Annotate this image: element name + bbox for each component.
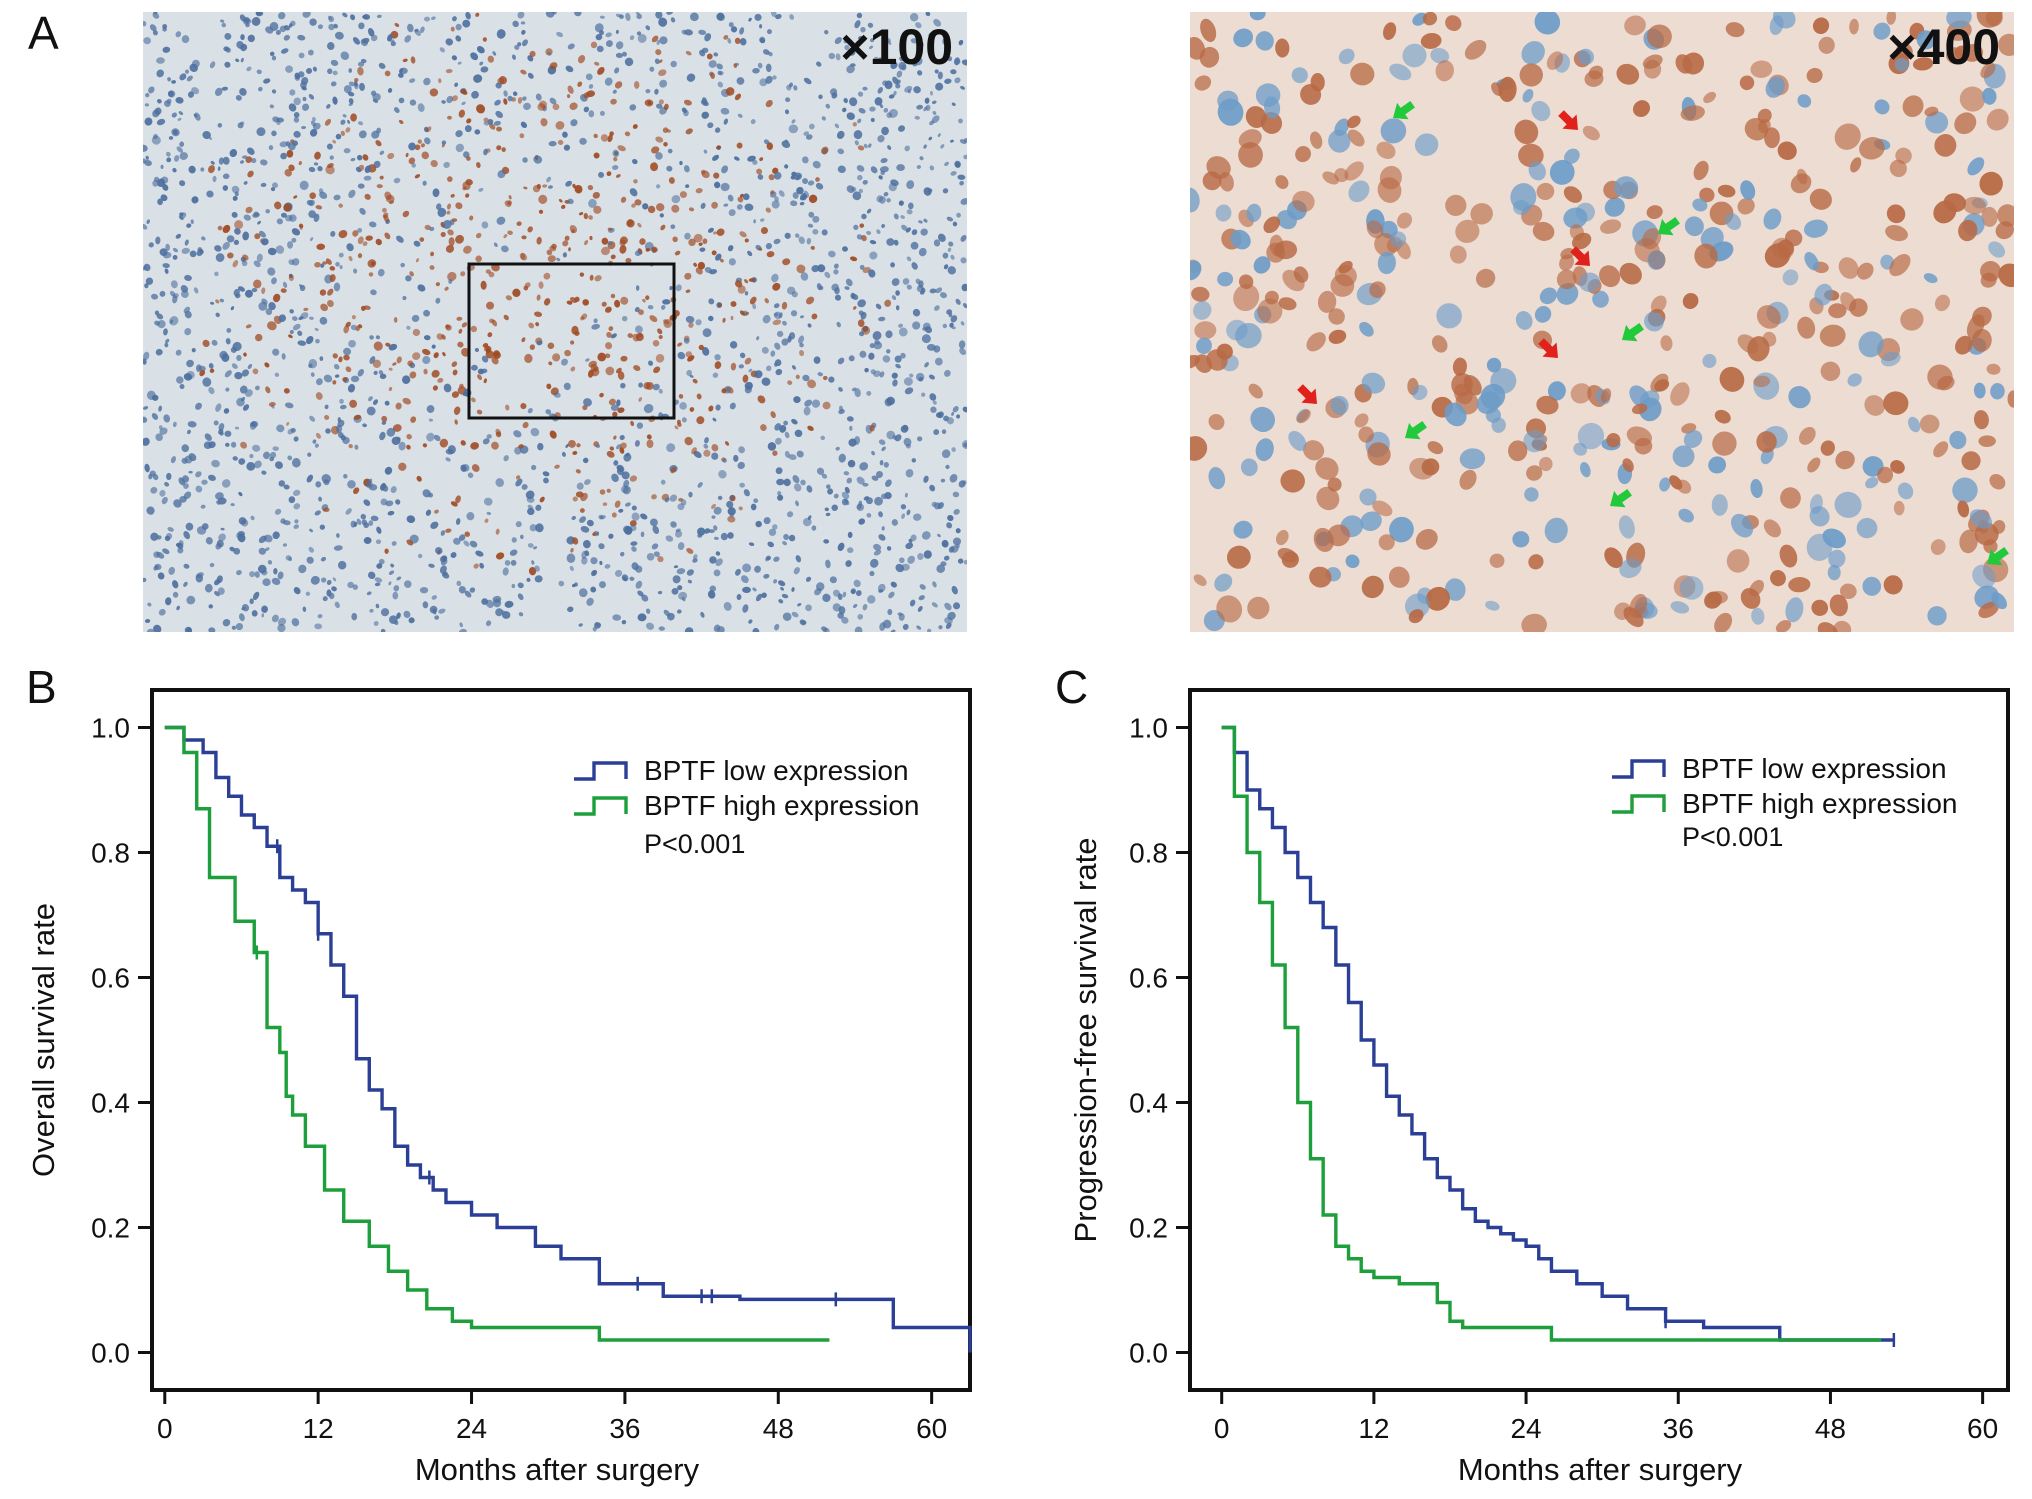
ihc-image-high-magnification: ×400 xyxy=(1190,12,2014,632)
x-tick-label: 12 xyxy=(303,1413,334,1444)
red-arrow xyxy=(1297,384,1317,404)
magnification-label-400x: ×400 xyxy=(1887,19,2000,75)
green-arrow xyxy=(1622,322,1644,342)
legend-label-low: BPTF low expression xyxy=(644,755,909,786)
green-arrow xyxy=(1393,100,1415,120)
panel-label-a: A xyxy=(28,7,59,59)
x-axis-title: Months after surgery xyxy=(415,1452,700,1487)
x-tick-label: 0 xyxy=(1214,1413,1230,1444)
overall-survival-chart: 0 12 24 36 48 60 0.0 0.2 0.4 0.6 0.8 1.0 BPTF low e… xyxy=(26,688,972,1487)
green-arrow xyxy=(1405,420,1427,440)
green-arrow xyxy=(1987,546,2009,566)
x-tick-label: 0 xyxy=(157,1413,173,1444)
x-tick-label: 24 xyxy=(456,1413,487,1444)
tissue-background xyxy=(1190,12,2014,632)
panel-label-c: C xyxy=(1055,661,1089,713)
ihc-image-low-magnification: ×100 xyxy=(143,12,967,632)
y-tick-label: 1.0 xyxy=(91,713,130,744)
x-tick-label: 48 xyxy=(1815,1413,1846,1444)
legend-swatch-low xyxy=(1612,759,1666,779)
y-tick-label: 0.4 xyxy=(1129,1088,1168,1119)
y-tick-label: 0.0 xyxy=(91,1338,130,1369)
zoom-region-box xyxy=(467,262,676,420)
red-arrow xyxy=(1558,110,1578,130)
x-tick-label: 60 xyxy=(916,1413,947,1444)
x-axis-title: Months after surgery xyxy=(1458,1452,1743,1487)
legend-label-high: BPTF high expression xyxy=(644,790,919,821)
legend-swatch-high xyxy=(574,796,628,816)
y-tick-label: 0.8 xyxy=(1129,838,1168,869)
p-value-annotation: P<0.001 xyxy=(644,829,745,859)
legend-label-low: BPTF low expression xyxy=(1682,753,1947,784)
survival-curve-low xyxy=(1221,725,1894,1342)
survival-curve-high xyxy=(164,725,830,1342)
x-tick-label: 60 xyxy=(1967,1413,1998,1444)
magnification-label-100x: ×100 xyxy=(840,19,953,75)
legend-swatch-low xyxy=(574,761,628,781)
red-arrow xyxy=(1570,246,1590,266)
y-tick-label: 0.6 xyxy=(91,963,130,994)
y-tick-label: 0.0 xyxy=(1129,1338,1168,1369)
tissue-cells xyxy=(1190,12,2014,632)
y-tick-label: 0.4 xyxy=(91,1088,130,1119)
green-arrow xyxy=(1658,216,1680,236)
green-arrow xyxy=(1610,488,1632,508)
plot-frame xyxy=(150,688,972,1392)
y-tick-label: 0.2 xyxy=(91,1213,130,1244)
y-tick-label: 0.8 xyxy=(91,838,130,869)
survival-curve-low xyxy=(164,725,972,1353)
progression-free-survival-chart: 0 12 24 36 48 60 0.0 0.2 0.4 0.6 0.8 1.0 BPTF low e… xyxy=(1068,688,2010,1487)
x-tick-label: 48 xyxy=(763,1413,794,1444)
y-tick-label: 0.2 xyxy=(1129,1213,1168,1244)
x-tick-label: 36 xyxy=(609,1413,640,1444)
p-value-annotation: P<0.001 xyxy=(1682,822,1783,852)
y-axis-title: Progression-free survival rate xyxy=(1068,838,1103,1243)
y-axis-title: Overall survival rate xyxy=(26,903,61,1177)
tissue-cells xyxy=(143,12,967,632)
legend-label-high: BPTF high expression xyxy=(1682,788,1957,819)
legend-swatch-high xyxy=(1612,794,1666,814)
y-tick-label: 1.0 xyxy=(1129,713,1168,744)
x-tick-label: 24 xyxy=(1510,1413,1541,1444)
panel-label-b: B xyxy=(26,661,57,713)
x-tick-label: 36 xyxy=(1663,1413,1694,1444)
survival-curve-high xyxy=(1221,725,1882,1342)
red-arrow xyxy=(1538,338,1558,358)
y-tick-label: 0.6 xyxy=(1129,963,1168,994)
plot-frame xyxy=(1188,688,2010,1392)
x-tick-label: 12 xyxy=(1358,1413,1389,1444)
